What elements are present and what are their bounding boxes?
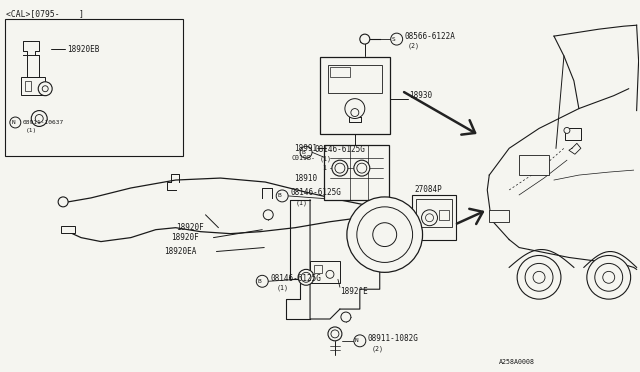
Bar: [21, 77, 45, 95]
Text: N: N: [355, 339, 358, 343]
Text: 08146-6125G: 08146-6125G: [270, 274, 321, 283]
Circle shape: [354, 335, 366, 347]
Bar: [324, 145, 388, 200]
Circle shape: [595, 263, 623, 291]
Text: (1): (1): [276, 285, 288, 292]
Circle shape: [354, 160, 370, 176]
Circle shape: [263, 210, 273, 220]
Circle shape: [390, 33, 403, 45]
Bar: [565, 128, 581, 140]
Circle shape: [564, 128, 570, 134]
Text: B: B: [277, 193, 281, 198]
Circle shape: [345, 99, 365, 119]
Circle shape: [42, 86, 48, 92]
Circle shape: [298, 269, 314, 285]
Circle shape: [517, 256, 561, 299]
Text: (2): (2): [372, 346, 384, 352]
Text: (1): (1): [296, 200, 308, 206]
Bar: [320, 57, 390, 134]
Text: 08146-6125G: 08146-6125G: [314, 145, 365, 154]
Circle shape: [276, 190, 288, 202]
Circle shape: [331, 330, 339, 338]
Text: 1892°E: 1892°E: [340, 287, 367, 296]
Bar: [412, 195, 456, 240]
Bar: [5, 19, 182, 156]
Text: 18991: 18991: [294, 144, 317, 153]
Circle shape: [10, 117, 21, 128]
Circle shape: [335, 163, 345, 173]
Text: B: B: [257, 279, 261, 284]
Circle shape: [31, 110, 47, 126]
Circle shape: [357, 163, 367, 173]
Circle shape: [328, 327, 342, 341]
Text: (1): (1): [26, 128, 36, 133]
Text: 27084P: 27084P: [415, 186, 442, 195]
Circle shape: [332, 160, 348, 176]
Bar: [61, 226, 75, 232]
Bar: [328, 65, 381, 93]
Text: N: N: [12, 120, 15, 125]
Circle shape: [533, 271, 545, 283]
Circle shape: [351, 109, 359, 116]
Circle shape: [301, 272, 311, 282]
Bar: [28, 55, 39, 77]
Circle shape: [357, 207, 413, 262]
Circle shape: [587, 256, 630, 299]
Text: A258A0008: A258A0008: [499, 359, 535, 365]
Circle shape: [525, 263, 553, 291]
Text: 18910: 18910: [294, 174, 317, 183]
Bar: [26, 81, 31, 91]
Text: 08911-10637: 08911-10637: [22, 120, 63, 125]
Circle shape: [426, 214, 433, 222]
Text: <CAL>[0795-    ]: <CAL>[0795- ]: [6, 9, 84, 18]
Text: 18920EA: 18920EA: [164, 247, 196, 256]
Circle shape: [35, 115, 44, 122]
Bar: [489, 210, 509, 222]
Bar: [314, 265, 322, 273]
Bar: [330, 67, 350, 77]
Circle shape: [347, 197, 422, 272]
Text: S: S: [392, 36, 396, 42]
Text: (1): (1): [320, 156, 332, 163]
Text: 1: 1: [303, 165, 327, 171]
Text: 18920F: 18920F: [171, 233, 198, 242]
Text: 18930: 18930: [410, 91, 433, 100]
Circle shape: [360, 34, 370, 44]
Text: 18920F: 18920F: [175, 223, 204, 232]
Bar: [310, 262, 340, 283]
Circle shape: [341, 312, 351, 322]
Text: 08566-6122A: 08566-6122A: [404, 32, 456, 41]
Circle shape: [326, 270, 334, 278]
Text: C019B-: C019B-: [291, 155, 315, 161]
Circle shape: [58, 197, 68, 207]
Text: 08911-1082G: 08911-1082G: [368, 334, 419, 343]
Circle shape: [372, 223, 397, 247]
Circle shape: [38, 82, 52, 96]
Bar: [440, 210, 449, 220]
Circle shape: [603, 271, 614, 283]
Text: B: B: [301, 150, 305, 155]
Circle shape: [300, 146, 312, 158]
Bar: [415, 199, 452, 227]
Circle shape: [422, 210, 438, 226]
Text: 08146-6125G: 08146-6125G: [290, 189, 341, 198]
Circle shape: [256, 275, 268, 287]
Text: 18920EB: 18920EB: [67, 45, 99, 54]
Bar: [519, 155, 549, 175]
Text: (2): (2): [408, 43, 420, 49]
